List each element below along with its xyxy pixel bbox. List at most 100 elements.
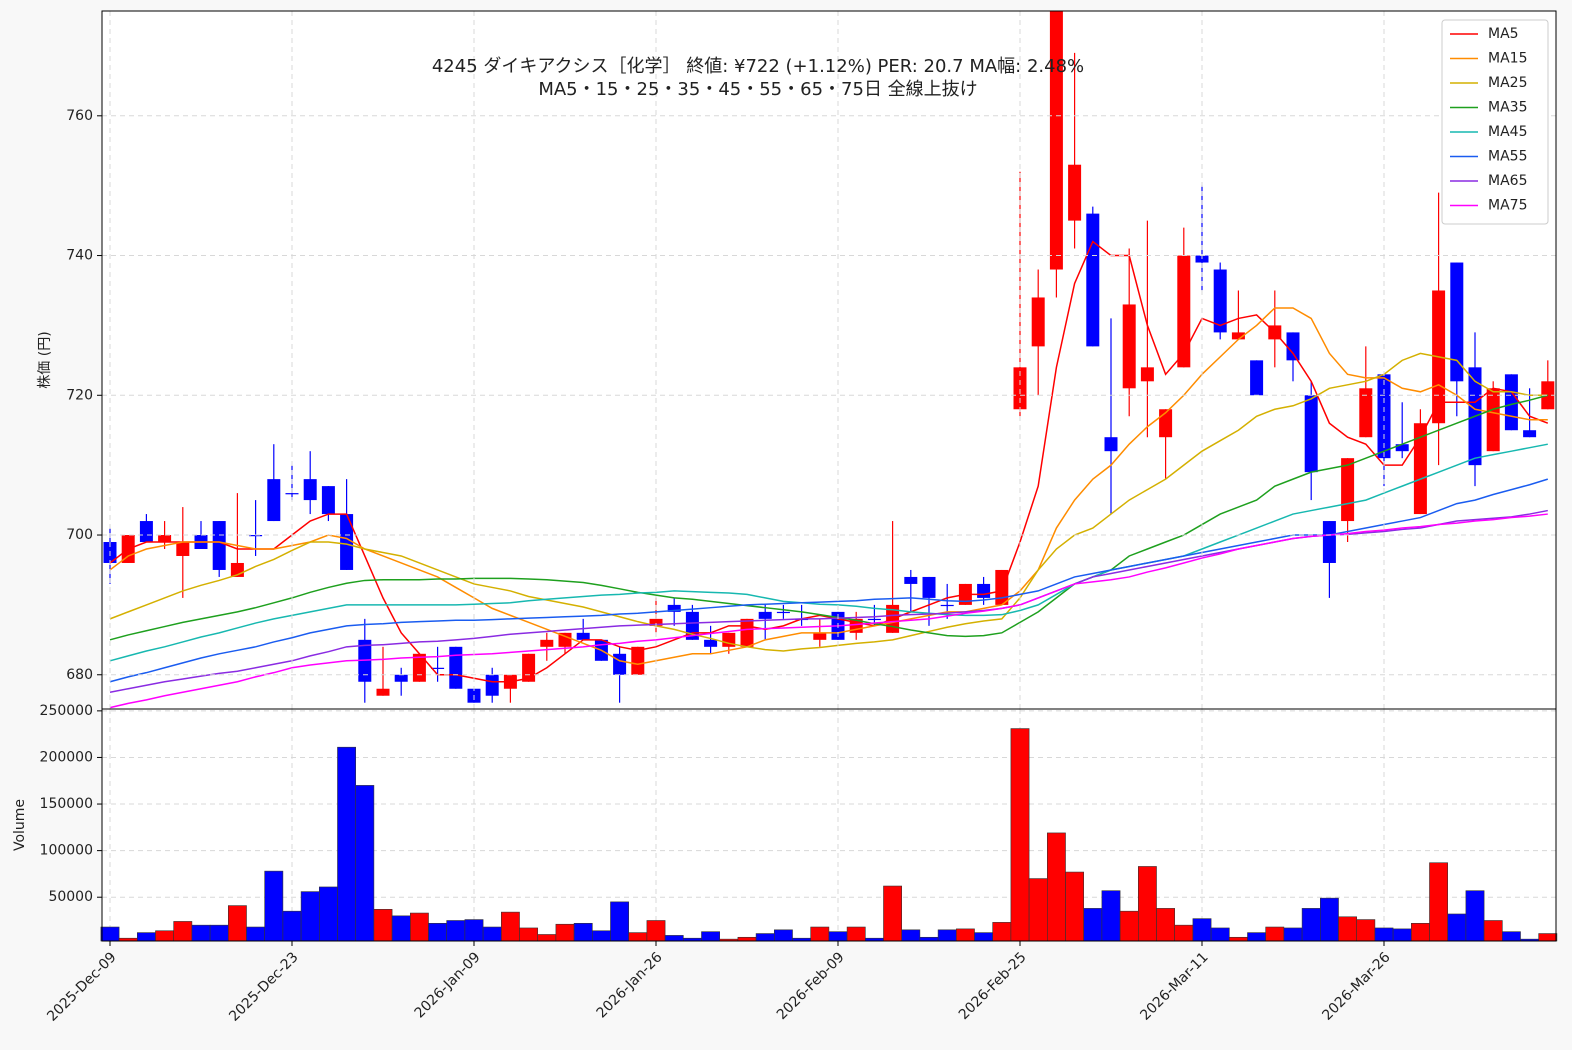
candle-body <box>1195 255 1209 263</box>
candle-body <box>321 486 335 515</box>
volume-bar <box>1374 927 1394 942</box>
volume-bar <box>1483 920 1503 942</box>
candle-body <box>667 604 681 612</box>
candle-body <box>613 653 627 675</box>
candle-body <box>904 576 918 584</box>
volume-bar <box>519 927 539 942</box>
volume-bar <box>646 920 666 942</box>
volume-bar <box>573 922 593 942</box>
candle-body <box>1104 437 1118 452</box>
volume-bar <box>701 931 721 942</box>
volume-axis-label: Volume <box>12 799 28 851</box>
plot-layer <box>100 11 1558 942</box>
y-tick-label: 100000 <box>40 843 93 859</box>
candle-body <box>340 514 354 570</box>
candle-body <box>303 479 317 501</box>
x-tick-label: 2026-Jan-09 <box>412 949 484 1021</box>
ma-line <box>109 307 1548 666</box>
legend-label: MA65 <box>1488 173 1527 189</box>
volume-bar <box>1101 890 1121 942</box>
candle-body <box>431 667 445 669</box>
candle-body <box>267 479 281 522</box>
volume-bar <box>355 785 375 942</box>
volume-bar <box>300 891 320 942</box>
volume-bar <box>1265 926 1285 942</box>
candle-body <box>249 535 263 537</box>
volume-bar <box>664 935 684 942</box>
legend-label: MA75 <box>1488 198 1527 214</box>
volume-bar <box>137 932 156 942</box>
x-tick-label: 2026-Feb-09 <box>774 949 848 1023</box>
volume-bar <box>628 932 648 942</box>
candle-body <box>412 653 426 682</box>
volume-bar <box>228 905 247 942</box>
legend-box <box>1441 19 1549 225</box>
chart-title: 4245 ダイキアクシス［化学］ 終値: ¥722 (+1.12%) PER: … <box>432 56 1084 77</box>
y-axis-label: 株価 (円) <box>37 331 53 388</box>
candle-body <box>176 542 190 556</box>
candle-body <box>1250 360 1264 396</box>
price-plot <box>103 11 1555 709</box>
volume-bar <box>1065 871 1085 942</box>
candle-body <box>449 646 463 689</box>
y-tick-label: 720 <box>66 387 93 403</box>
ma-line <box>109 443 1548 662</box>
y-tick-label: 150000 <box>40 796 93 812</box>
candle-body <box>1286 332 1300 361</box>
volume-bar <box>1320 897 1339 942</box>
candle-body <box>1122 304 1136 389</box>
candle-body <box>758 611 772 619</box>
candle-body <box>740 618 754 647</box>
volume-bar <box>464 919 484 942</box>
ma-line <box>109 240 1549 683</box>
y-tick-label: 700 <box>66 527 93 543</box>
volume-bar <box>992 922 1012 942</box>
x-tick-label: 2025-Dec-09 <box>44 949 119 1024</box>
volume-bar <box>500 911 520 942</box>
volume-bar <box>1138 866 1157 942</box>
candle-body <box>485 674 499 696</box>
volume-bar <box>318 886 338 942</box>
candle-body <box>1523 430 1537 438</box>
ma-line <box>109 352 1548 652</box>
x-tick-label: 2025-Dec-23 <box>226 949 301 1024</box>
volume-bar <box>1356 919 1376 942</box>
volume-bar <box>1465 890 1485 942</box>
candle-body <box>1049 11 1063 270</box>
candle-body <box>704 639 718 647</box>
candle-body <box>1177 255 1191 368</box>
legend-label: MA15 <box>1488 51 1527 67</box>
volume-bar <box>282 910 302 942</box>
candle-body <box>940 604 954 607</box>
x-tick-label: 2026-Jan-26 <box>594 949 666 1021</box>
candle-body <box>1140 367 1154 382</box>
x-tick-label: 2026-Feb-25 <box>956 949 1030 1023</box>
volume-bar <box>1010 728 1030 942</box>
volume-bar <box>173 921 193 942</box>
legend-label: MA5 <box>1488 26 1519 42</box>
volume-bar <box>1538 933 1558 942</box>
candle-body <box>1068 164 1082 221</box>
volume-bar <box>446 920 466 942</box>
candle-body <box>631 646 645 675</box>
volume-bar <box>246 926 266 942</box>
legend-label: MA45 <box>1488 124 1527 140</box>
volume-bar <box>1247 932 1267 942</box>
volume-bar <box>591 930 611 942</box>
volume-bar <box>1447 913 1467 942</box>
candle-body <box>1213 269 1227 333</box>
volume-bar <box>828 931 848 942</box>
volume-bar <box>1210 927 1230 942</box>
volume-bar <box>1411 922 1430 942</box>
volume-frame <box>101 708 1557 942</box>
legend-label: MA35 <box>1488 100 1527 116</box>
candle-body <box>376 688 390 696</box>
candle-body <box>285 493 299 495</box>
y-tick-label: 760 <box>66 108 93 124</box>
candle-body <box>1304 395 1318 473</box>
volume-bar <box>1502 931 1521 942</box>
candle-body <box>139 521 153 543</box>
candle-body <box>776 611 790 614</box>
x-tick-label: 2026-Mar-11 <box>1137 949 1211 1023</box>
volume-bar <box>737 936 757 942</box>
